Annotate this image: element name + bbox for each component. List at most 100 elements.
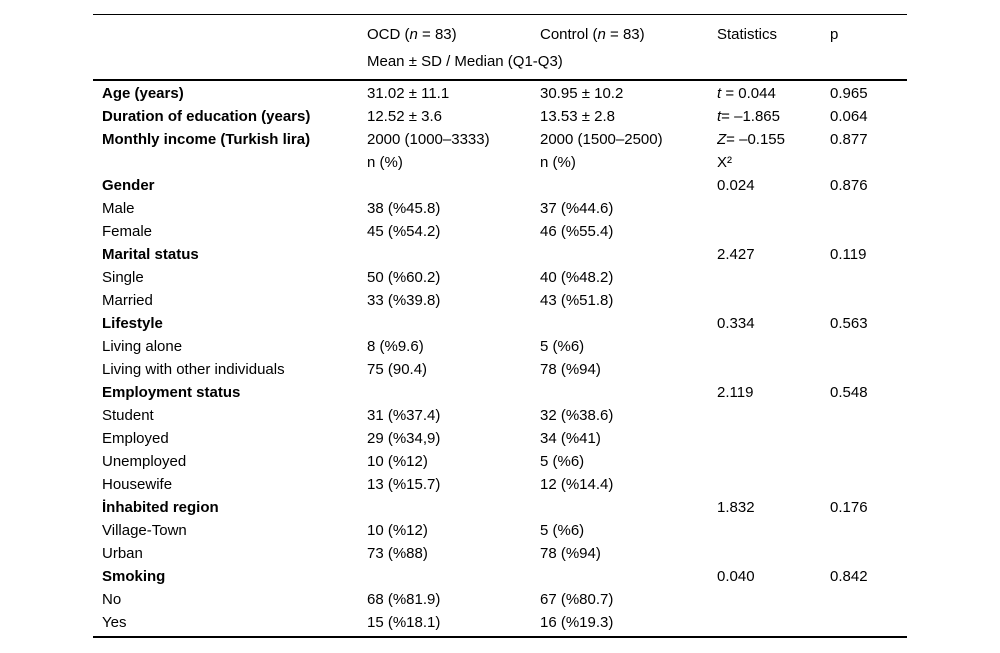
stat-value: t = 0.044 [717,85,776,102]
p-value [830,404,907,427]
control-value: 12 (%14.4) [540,476,614,493]
table-row: Living alone 8 (%9.6) 5 (%6) [102,335,907,358]
ocd-value: 13 (%15.7) [367,476,441,493]
control-value: 13.53 ± 2.8 [540,108,615,125]
row-label: Single [102,269,144,286]
p-value: 0.965 [830,85,868,102]
ocd-value: 8 (%9.6) [367,338,424,355]
control-value: 5 (%6) [540,453,585,470]
table-row: Age (years) 31.02 ± 11.1 30.95 ± 10.2 t … [102,82,907,105]
control-value: 30.95 ± 10.2 [540,85,624,102]
ocd-value: 75 (90.4) [367,361,428,378]
ocd-value [367,381,540,404]
table-row: Employment status 2.119 0.548 [102,381,907,404]
control-value: 16 (%19.3) [540,614,614,631]
control-value: n (%) [540,154,576,171]
table-row: Lifestyle 0.334 0.563 [102,312,907,335]
p-value [830,450,907,473]
p-value [830,266,907,289]
ocd-value [367,243,540,266]
stat-value [717,519,830,542]
table-row: Female 45 (%54.2) 46 (%55.4) [102,220,907,243]
ocd-value: 2000 (1000–3333) [367,131,490,148]
row-label: Urban [102,545,143,562]
ocd-value: 29 (%34,9) [367,430,441,447]
ocd-value: 10 (%12) [367,453,428,470]
row-label: Duration of education (years) [102,108,311,125]
stat-value [717,542,830,565]
control-value: 40 (%48.2) [540,269,614,286]
stat-value [717,197,830,220]
stat-value [717,588,830,611]
subheader-measure: Mean ± SD / Median (Q1-Q3) [367,53,563,70]
ocd-value: 68 (%81.9) [367,591,441,608]
row-label [102,151,367,174]
table-row: Housewife 13 (%15.7) 12 (%14.4) [102,473,907,496]
header-ocd: OCD (n = 83) [367,26,457,43]
table-row: Yes 15 (%18.1) 16 (%19.3) [102,611,907,634]
row-label: Married [102,292,153,309]
row-label: Living with other individuals [102,361,285,378]
ocd-value: 45 (%54.2) [367,223,441,240]
demographics-table: OCD (n = 83) Control (n = 83) Statistics… [93,14,907,638]
stat-value: 2.427 [717,246,755,263]
stat-value [717,266,830,289]
control-value [540,381,717,404]
p-value: 0.877 [830,131,868,148]
table-row: Male 38 (%45.8) 37 (%44.6) [102,197,907,220]
control-value [540,312,717,335]
row-label: Housewife [102,476,173,493]
p-value [830,519,907,542]
row-label: Unemployed [102,453,187,470]
table-row: Village-Town 10 (%12) 5 (%6) [102,519,907,542]
header-label [102,23,367,46]
stat-value [717,611,830,634]
row-label: Student [102,407,154,424]
control-value: 37 (%44.6) [540,200,614,217]
control-value: 67 (%80.7) [540,591,614,608]
row-label: Gender [102,177,155,194]
ocd-value: 33 (%39.8) [367,292,441,309]
ocd-value [367,565,540,588]
stat-value [717,404,830,427]
table-row: Student 31 (%37.4) 32 (%38.6) [102,404,907,427]
control-value [540,243,717,266]
ocd-value [367,174,540,197]
table-row: n (%) n (%) X² [102,151,907,174]
row-label: No [102,591,122,608]
ocd-value: 50 (%60.2) [367,269,441,286]
control-value: 5 (%6) [540,338,585,355]
stat-value: X² [717,154,732,171]
stat-value: 2.119 [717,384,754,401]
table-row: Gender 0.024 0.876 [102,174,907,197]
control-value [540,496,717,519]
ocd-value: 10 (%12) [367,522,428,539]
ocd-value: n (%) [367,154,403,171]
p-value [830,151,907,174]
ocd-value: 38 (%45.8) [367,200,441,217]
table-row: Living with other individuals 75 (90.4) … [102,358,907,381]
table-row: Smoking 0.040 0.842 [102,565,907,588]
stat-value [717,289,830,312]
stat-value [717,358,830,381]
table-row: Marital status 2.427 0.119 [102,243,907,266]
stat-value [717,335,830,358]
row-label: Village-Town [102,522,187,539]
header-statistics: Statistics [717,26,778,43]
ocd-value: 73 (%88) [367,545,428,562]
ocd-value [367,496,540,519]
table-row: Unemployed 10 (%12) 5 (%6) [102,450,907,473]
row-label: Lifestyle [102,315,163,332]
p-value [830,335,907,358]
p-value [830,220,907,243]
control-value [540,174,717,197]
table-row: Single 50 (%60.2) 40 (%48.2) [102,266,907,289]
ocd-value: 12.52 ± 3.6 [367,108,442,125]
row-label: Yes [102,614,127,631]
p-value: 0.119 [830,246,867,263]
row-label: Living alone [102,338,183,355]
ocd-value [367,312,540,335]
stat-value [717,427,830,450]
row-label: Monthly income (Turkish lira) [102,131,311,148]
row-label: Female [102,223,153,240]
